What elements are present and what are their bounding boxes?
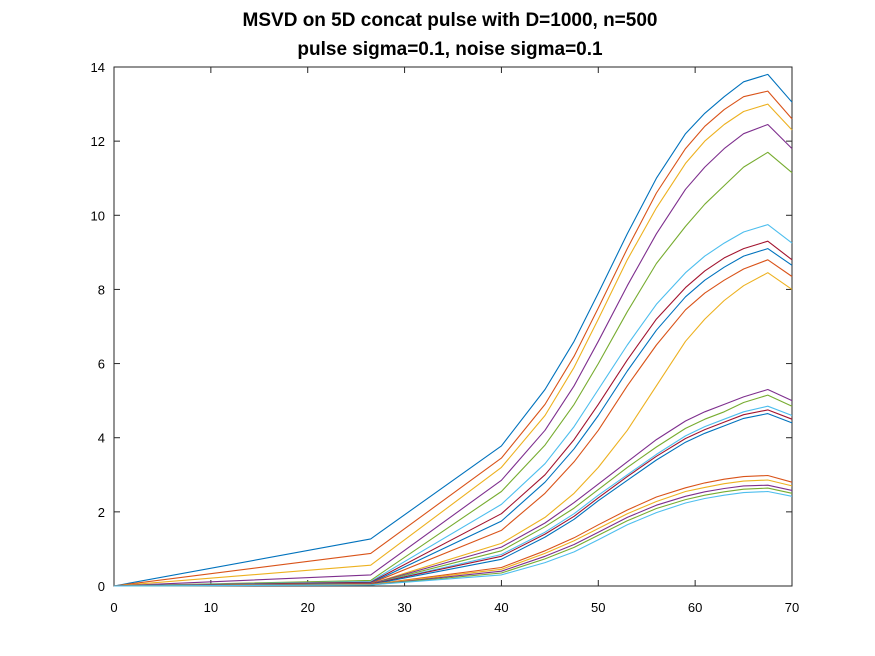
y-tick-label: 8	[98, 282, 105, 297]
series-line-7	[113, 240, 793, 587]
series-line-8	[113, 248, 793, 587]
series-line-14	[113, 409, 793, 587]
y-tick-label: 10	[91, 208, 105, 223]
x-tick-label: 10	[204, 600, 218, 615]
x-tick-label: 30	[397, 600, 411, 615]
x-tick-label: 50	[591, 600, 605, 615]
series-line-9	[113, 259, 793, 587]
series-line-20	[113, 490, 793, 587]
x-tick-label: 40	[494, 600, 508, 615]
chart-title-line-2: pulse sigma=0.1, noise sigma=0.1	[297, 39, 603, 60]
series-line-11	[113, 388, 793, 587]
chart-title: MSVD on 5D concat pulse with D=1000, n=5…	[0, 6, 875, 64]
series-line-6	[113, 224, 793, 587]
x-tick-label: 20	[300, 600, 314, 615]
series-line-13	[113, 405, 793, 587]
series-line-15	[113, 413, 793, 587]
series-line-17	[113, 479, 793, 587]
y-tick-label: 14	[91, 60, 105, 75]
series-line-5	[113, 151, 793, 587]
x-tick-label: 0	[110, 600, 117, 615]
y-tick-label: 0	[98, 579, 105, 594]
y-axis-tick-labels: 0 2 4 6 8 10 12 14	[91, 60, 105, 594]
x-axis-tick-labels: 0 10 20 30 40 50 60 70	[110, 600, 799, 615]
axis-ticks	[113, 66, 793, 587]
series-line-2	[113, 90, 793, 587]
y-tick-label: 4	[98, 431, 105, 446]
y-tick-label: 12	[91, 134, 105, 149]
series-lines	[113, 73, 793, 587]
series-line-1	[113, 73, 793, 587]
series-line-12	[113, 394, 793, 587]
y-tick-label: 2	[98, 505, 105, 520]
series-line-18	[113, 484, 793, 587]
chart-title-line-1: MSVD on 5D concat pulse with D=1000, n=5…	[242, 10, 658, 31]
x-tick-label: 60	[688, 600, 702, 615]
y-tick-label: 6	[98, 357, 105, 372]
series-line-16	[113, 474, 793, 587]
series-line-3	[113, 103, 793, 587]
plot-area	[113, 66, 793, 587]
series-line-19	[113, 487, 793, 587]
x-tick-label: 70	[785, 600, 799, 615]
series-line-4	[113, 123, 793, 587]
series-line-10	[113, 272, 793, 587]
